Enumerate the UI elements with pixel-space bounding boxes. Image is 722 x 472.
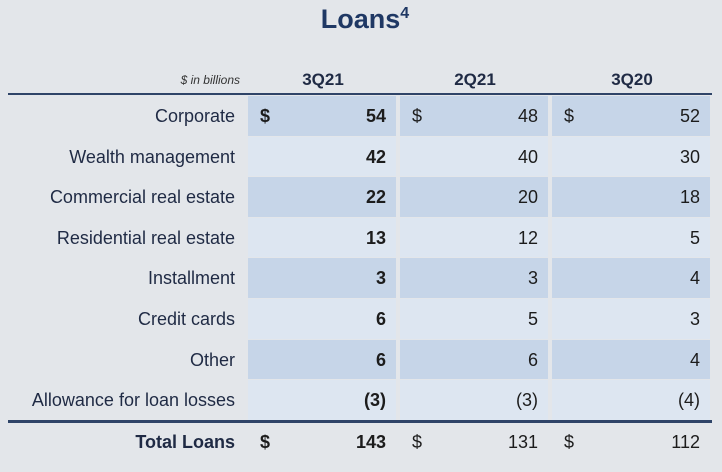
cell-value: (4) [678,390,700,411]
title-note: 4 [400,5,410,22]
cell-value: 6 [375,309,386,329]
cell-bg [552,380,710,420]
cell-bg [400,380,548,420]
cell-value: 143 [355,431,386,452]
cell-value: 3 [689,309,700,329]
cell-value: 4 [689,268,700,289]
cell-value: 42 [365,146,386,167]
cell-bg [248,339,396,380]
header-rule [8,93,712,95]
cell-bg [552,177,710,217]
cell-bg [248,177,396,217]
row-label: Installment [147,268,235,289]
currency: $ [564,106,575,126]
cell-value: 30 [679,146,700,167]
currency: $ [412,106,423,126]
cell-bg [248,299,396,339]
row-label: Residential real estate [56,227,235,248]
cell-bg [552,96,710,136]
cell-value: 54 [365,106,386,126]
cell-value: 5 [689,227,700,248]
cell-value: 5 [527,309,538,329]
unit-label: $ in billions [180,73,240,87]
cell-bg [400,217,548,258]
cell-bg [248,217,396,258]
row-label: Corporate [154,106,235,126]
cell-bg [552,339,710,380]
cell-value: 48 [517,106,538,126]
cell-bg [400,177,548,217]
title-text: Loans [320,4,401,34]
cell-bg [552,217,710,258]
cell-value: 3 [375,268,386,289]
cell-value: 20 [517,187,538,208]
row-label: Allowance for loan losses [31,390,235,411]
row-label: Other [189,349,235,370]
cell-value: 6 [375,349,386,370]
column-header: 3Q21 [302,70,344,89]
cell-bg [400,258,548,298]
cell-bg [400,136,548,177]
cell-bg [400,299,548,339]
title: Loans4 [0,4,722,35]
currency: $ [412,431,423,452]
currency: $ [564,431,575,452]
cell-value: 40 [517,146,538,167]
cell-bg [552,299,710,339]
cell-value: (3) [516,390,538,411]
cell-bg [400,96,548,136]
row-label: Credit cards [137,309,235,329]
cell-bg [248,380,396,420]
cell-bg [248,258,396,298]
cell-value: 3 [527,268,538,289]
cell-bg [248,136,396,177]
cell-value: 13 [365,227,386,248]
row-label: Wealth management [69,146,235,167]
column-header: 2Q21 [454,70,496,89]
column-header: 3Q20 [611,70,653,89]
cell-bg [552,258,710,298]
cell-bg [400,339,548,380]
cell-bg [552,136,710,177]
cell-bg [248,96,396,136]
cell-value: 12 [517,227,538,248]
cell-value: 112 [671,431,700,452]
row-label: Commercial real estate [49,187,235,208]
total-rule [8,419,712,423]
cell-value: 6 [527,349,538,370]
cell-value: 22 [365,187,386,208]
row-label: Total Loans [135,431,235,452]
currency: $ [260,431,271,452]
cell-value: 52 [679,106,700,126]
cell-value: (3) [364,390,386,411]
cell-value: 131 [507,431,538,452]
cell-value: 4 [689,349,700,370]
cell-value: 18 [679,187,700,208]
currency: $ [260,106,271,126]
